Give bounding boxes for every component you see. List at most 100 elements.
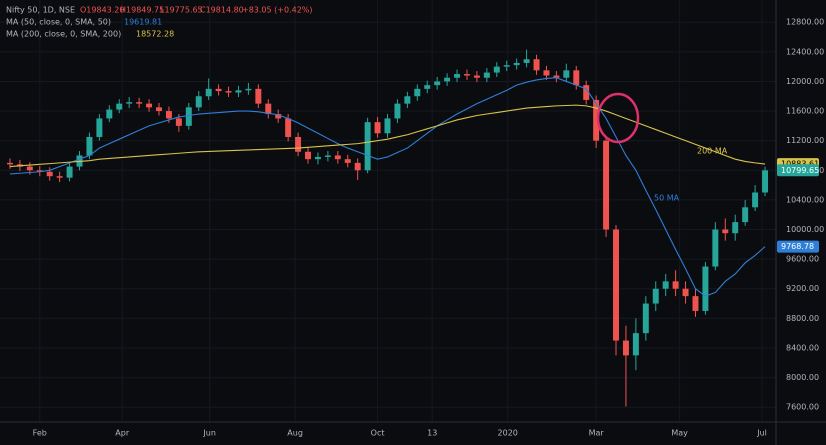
candle-body (632, 333, 639, 356)
candle-body (235, 90, 242, 93)
candle-body (126, 102, 133, 104)
y-tick-label: 7600.00 (786, 403, 819, 412)
x-tick-label: May (671, 429, 688, 438)
candle-body (285, 118, 292, 137)
candle-body (483, 72, 490, 78)
y-tick-label: 11600.00 (786, 107, 824, 116)
candle-body (642, 303, 649, 334)
candle-body (434, 81, 441, 86)
candle-body (96, 118, 103, 137)
candle-body (622, 340, 629, 356)
x-tick-label: Jun (202, 429, 216, 438)
x-tick-label: Apr (115, 429, 130, 438)
ma50-legend-value: 19619.81 (124, 18, 162, 27)
candle-body (136, 102, 143, 104)
candle-body (106, 109, 113, 119)
candle-body (444, 77, 451, 82)
x-tick-label: 2020 (498, 429, 518, 438)
candle-body (265, 103, 272, 115)
candle-body (46, 171, 53, 177)
price-tag (777, 240, 819, 253)
y-tick-label: 9200.00 (786, 284, 819, 293)
candle-body (56, 176, 63, 178)
candle-body (603, 140, 610, 230)
candle-body (305, 151, 311, 160)
ohlc-high: H19849.75 (120, 6, 164, 15)
candle-body (314, 156, 321, 160)
candle-body (195, 96, 202, 108)
y-tick-label: 8800.00 (786, 314, 819, 323)
candle-body (742, 207, 749, 223)
candle-body (702, 266, 709, 311)
price-tag-label: 9768.78 (781, 242, 814, 251)
ma200-legend: MA (200, close, 0, SMA, 200) (6, 30, 121, 39)
price-tag-label: 10883.61 (781, 160, 819, 169)
candle-body (6, 162, 13, 165)
candle-body (752, 192, 759, 208)
candle-body (464, 74, 470, 76)
candle-body (553, 75, 560, 78)
candle-body (116, 103, 123, 110)
candle-body (205, 88, 212, 97)
ma-line (9, 77, 766, 297)
symbol: Nifty 50, 1D, NSE (6, 6, 75, 15)
candle-body (762, 170, 769, 193)
candle-body (185, 107, 192, 126)
candle-body (394, 103, 401, 119)
candle-body (334, 155, 341, 160)
candle-body (473, 75, 480, 78)
y-tick-label: 8000.00 (786, 373, 819, 382)
candle-body (86, 136, 93, 156)
candle-body (26, 166, 33, 171)
candle-body (662, 281, 669, 289)
candle-body (493, 66, 500, 73)
y-tick-label: 12800.00 (786, 18, 824, 27)
x-tick-label: Jul (756, 429, 767, 438)
candle-body (165, 111, 172, 119)
candle-body (613, 229, 619, 341)
candle-body (344, 159, 351, 163)
ma200-legend-value: 18572.28 (136, 30, 174, 39)
x-tick-label: Mar (589, 429, 605, 438)
ma50-legend: MA (50, close, 0, SMA, 50) (6, 18, 111, 27)
candle-body (275, 114, 282, 119)
candle-body (384, 118, 391, 134)
candle-body (175, 118, 182, 126)
candle-body (295, 136, 302, 152)
y-tick-label: 9600.00 (786, 255, 819, 264)
candle-body (652, 288, 659, 304)
candle-body (374, 122, 381, 134)
candle-body (732, 222, 739, 234)
candle-body (573, 70, 580, 86)
candle-body (692, 296, 699, 311)
candle-body (593, 99, 600, 141)
x-tick-label: 13 (427, 429, 437, 438)
annotation: 50 MA (654, 194, 680, 203)
candle-body (424, 85, 431, 89)
candle-body (414, 88, 421, 97)
candle-body (712, 229, 719, 267)
candle-body (245, 88, 252, 91)
candle-body (454, 74, 461, 78)
candle-body (324, 155, 331, 157)
candle-body (404, 96, 411, 104)
candle-body (523, 59, 530, 63)
y-tick-label: 10400.00 (786, 195, 824, 204)
y-tick-label: 11200.00 (786, 136, 824, 145)
ohlc-open: O19843.20 (80, 6, 124, 15)
ohlc-change: +83.05 (+0.42%) (242, 6, 313, 15)
candle-body (533, 59, 540, 71)
ohlc-close: C19814.80 (200, 6, 244, 15)
candle-body (563, 70, 570, 78)
x-tick-label: Feb (33, 429, 47, 438)
ma-line (9, 104, 766, 168)
candle-body (543, 70, 550, 76)
y-tick-label: 12400.00 (786, 47, 824, 56)
candle-body (146, 103, 153, 108)
x-tick-label: Aug (287, 429, 303, 438)
candle-body (225, 91, 232, 93)
candle-body (215, 88, 222, 92)
candle-body (36, 170, 43, 172)
